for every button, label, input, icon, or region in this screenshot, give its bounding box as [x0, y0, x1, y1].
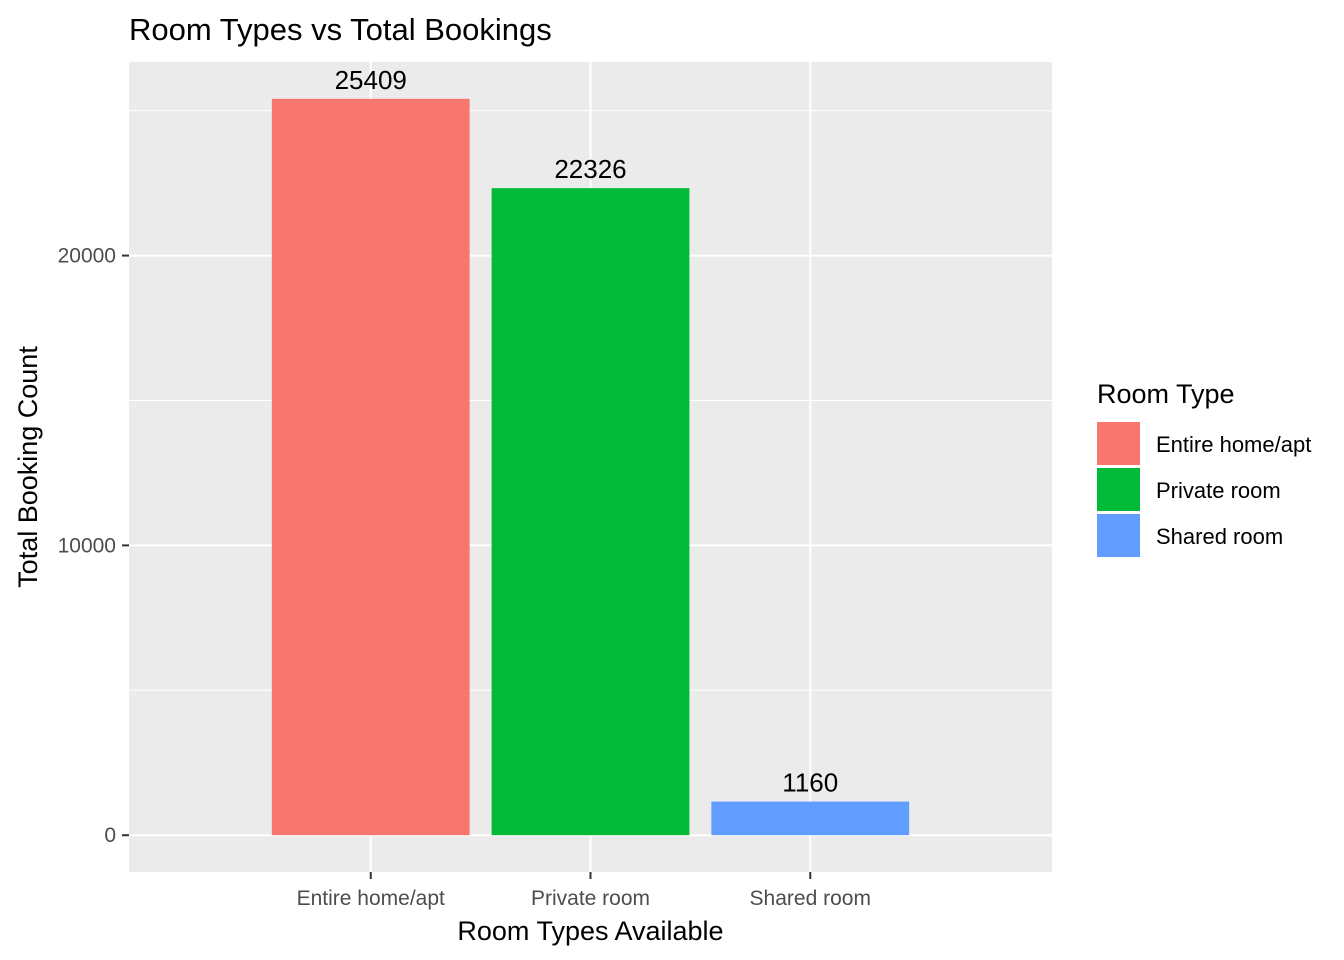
data-label: 25409	[335, 65, 407, 95]
y-axis: 0 10000 20000	[58, 245, 129, 847]
x-tick-label: Shared room	[750, 887, 871, 910]
legend: Room Type Entire home/apt Private room Sha…	[1097, 379, 1311, 557]
legend-title: Room Type	[1097, 379, 1235, 409]
x-tick-label: Entire home/apt	[297, 887, 445, 910]
data-labels-group: 25409 22326 1160	[335, 65, 839, 798]
legend-label: Entire home/apt	[1156, 432, 1311, 457]
legend-label: Private room	[1156, 478, 1281, 503]
legend-label: Shared room	[1156, 524, 1283, 549]
data-label: 22326	[554, 154, 626, 184]
bar	[711, 801, 910, 836]
bars-group	[271, 98, 910, 836]
legend-swatch	[1097, 468, 1140, 511]
bar	[491, 188, 690, 836]
x-axis-title: Room Types Available	[457, 916, 723, 946]
x-tick-label: Private room	[531, 887, 650, 910]
y-axis-title: Total Booking Count	[13, 346, 43, 588]
legend-swatch	[1097, 514, 1140, 557]
x-axis: Entire home/apt Private room Shared room	[297, 872, 871, 910]
legend-swatch	[1097, 422, 1140, 465]
y-tick-label: 20000	[58, 245, 116, 268]
chart-title: Room Types vs Total Bookings	[129, 12, 552, 47]
y-tick-label: 10000	[58, 534, 116, 557]
bar	[271, 98, 470, 836]
y-tick-label: 0	[104, 824, 116, 847]
data-label: 1160	[782, 768, 838, 798]
